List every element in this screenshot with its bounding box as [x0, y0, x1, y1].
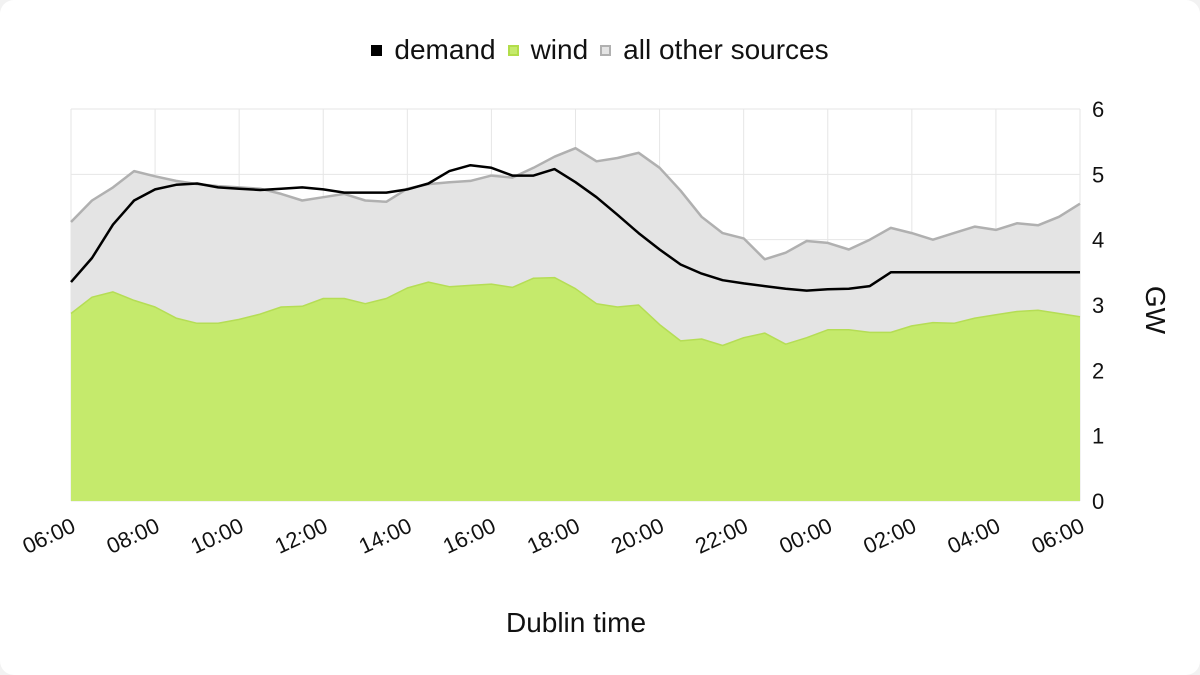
x-axis-ticks: 06:00 08:00 10:00 12:00 14:00 16:00 18:00 20:00… [19, 513, 1088, 559]
chart-lines [70, 163, 1080, 292]
x-tick-label-7: 20:00 [607, 513, 667, 559]
legend-swatch-demand [371, 44, 383, 56]
legend-item-other[interactable]: all other sources [600, 34, 829, 66]
x-tick-label-4: 14:00 [355, 513, 415, 559]
x-tick-label-9: 00:00 [775, 513, 835, 559]
chart-areas [70, 146, 1081, 501]
x-tick-label-3: 12:00 [271, 513, 331, 559]
y-tick-label-1: 1 [1092, 424, 1104, 449]
legend-label-wind: wind [530, 34, 589, 65]
x-tick-label-1: 08:00 [103, 513, 163, 559]
legend-item-wind[interactable]: wind [507, 34, 589, 66]
y-axis-title: GW [1140, 286, 1171, 335]
x-tick-label-2: 10:00 [187, 513, 247, 559]
y-axis-ticks: 0 1 2 3 4 5 6 [1092, 97, 1104, 514]
y-tick-label-2: 2 [1092, 358, 1104, 383]
x-tick-label-6: 18:00 [523, 513, 583, 559]
y-tick-label-5: 5 [1092, 162, 1104, 187]
chart-legend: demand wind all other sources [0, 34, 1200, 66]
x-tick-label-5: 16:00 [439, 513, 499, 559]
x-tick-label-12: 06:00 [1028, 513, 1088, 559]
line-demand [70, 163, 1080, 292]
legend-swatch-wind [507, 44, 519, 56]
x-axis-title: Dublin time [506, 607, 646, 638]
legend-swatch-other [600, 44, 612, 56]
legend-label-demand: demand [394, 34, 496, 65]
x-tick-label-8: 22:00 [691, 513, 751, 559]
y-tick-label-0: 0 [1092, 489, 1104, 514]
line-all-other-sources [70, 146, 1081, 261]
legend-item-demand[interactable]: demand [371, 34, 496, 66]
x-tick-label-10: 02:00 [859, 513, 919, 559]
legend-label-other: all other sources [623, 34, 829, 65]
y-tick-label-3: 3 [1092, 293, 1104, 318]
area-wind [71, 277, 1080, 501]
x-tick-label-0: 06:00 [19, 513, 79, 559]
x-tick-label-11: 04:00 [944, 513, 1004, 559]
y-tick-label-4: 4 [1092, 228, 1104, 253]
y-tick-label-6: 6 [1092, 97, 1104, 122]
line-wind [70, 276, 1081, 347]
